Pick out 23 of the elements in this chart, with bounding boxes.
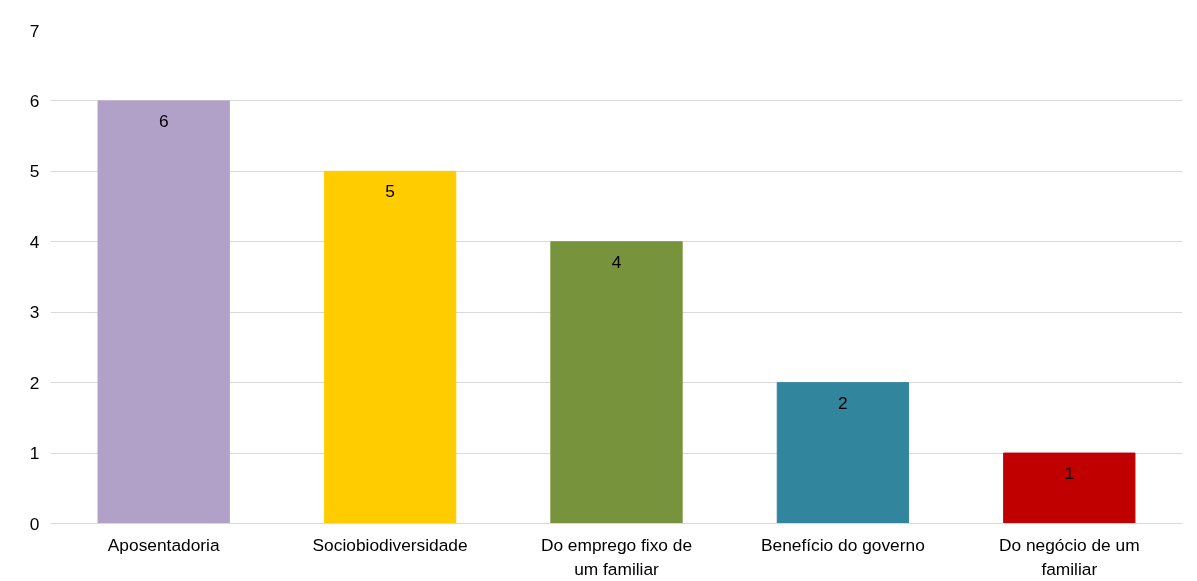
data-label: 2 xyxy=(838,392,848,413)
y-tick-label: 4 xyxy=(29,231,40,252)
y-tick-label: 1 xyxy=(29,443,40,464)
y-tick-label: 7 xyxy=(29,20,40,41)
bar xyxy=(97,100,230,524)
bar xyxy=(550,241,683,524)
data-label: 6 xyxy=(158,110,169,131)
y-tick-label: 5 xyxy=(29,161,40,182)
y-tick-label: 3 xyxy=(29,302,40,323)
y-tick-label: 6 xyxy=(29,90,40,111)
x-tick-label: Benefício do governo xyxy=(761,534,925,555)
x-tick-label: Do negócio de um familiar xyxy=(998,534,1140,579)
y-tick-label: 2 xyxy=(29,372,40,393)
bar xyxy=(1003,452,1136,524)
bar xyxy=(323,170,457,524)
data-label: 5 xyxy=(385,181,395,202)
data-label: 1 xyxy=(1064,463,1075,484)
y-tick-label: 0 xyxy=(29,513,40,534)
x-tick-label: Do emprego fixo de um familiar xyxy=(540,534,693,579)
data-label: 4 xyxy=(611,251,622,272)
x-tick-label: Aposentadoria xyxy=(107,534,220,555)
x-tick-label: Sociobiodiversidade xyxy=(312,534,468,555)
bar xyxy=(776,382,910,524)
